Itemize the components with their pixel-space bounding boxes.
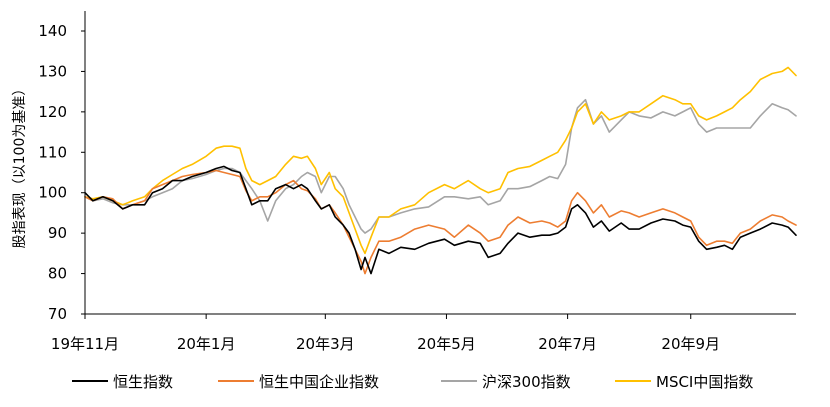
y-tick-label: 120	[38, 103, 67, 121]
series-line-3	[84, 66, 797, 255]
y-tick-label: 90	[48, 224, 67, 242]
y-tick-label: 130	[38, 62, 67, 80]
x-tick-label: 20年9月	[661, 335, 720, 353]
legend-label: 恒生指数	[113, 373, 173, 391]
legend-label: 沪深300指数	[482, 373, 571, 391]
series-lines	[84, 66, 797, 275]
y-axis-ticks: 70 80 90 100 110 120 130 140	[38, 22, 85, 323]
x-tick-label: 20年5月	[417, 335, 476, 353]
x-axis-ticks: 19年11月 20年1月 20年3月 20年5月 20年7月 20年9月	[51, 314, 720, 353]
y-tick-label: 110	[38, 143, 67, 161]
legend-label: MSCI中国指数	[656, 373, 753, 391]
series-line-2	[84, 98, 797, 234]
y-tick-label: 70	[48, 305, 67, 323]
y-tick-label: 80	[48, 265, 67, 283]
legend-label: 恒生中国企业指数	[259, 373, 379, 391]
x-tick-label: 20年3月	[296, 335, 355, 353]
x-tick-label: 19年11月	[51, 335, 119, 353]
series-line-0	[84, 165, 797, 275]
x-tick-label: 20年1月	[177, 335, 236, 353]
legend: 恒生指数 恒生中国企业指数 沪深300指数 MSCI中国指数	[72, 373, 753, 391]
series-line-1	[84, 169, 797, 275]
x-tick-label: 20年7月	[538, 335, 597, 353]
y-tick-label: 140	[38, 22, 67, 40]
y-axis-label: 股指表现（以100为基准）	[11, 82, 28, 249]
y-tick-label: 100	[38, 184, 67, 202]
